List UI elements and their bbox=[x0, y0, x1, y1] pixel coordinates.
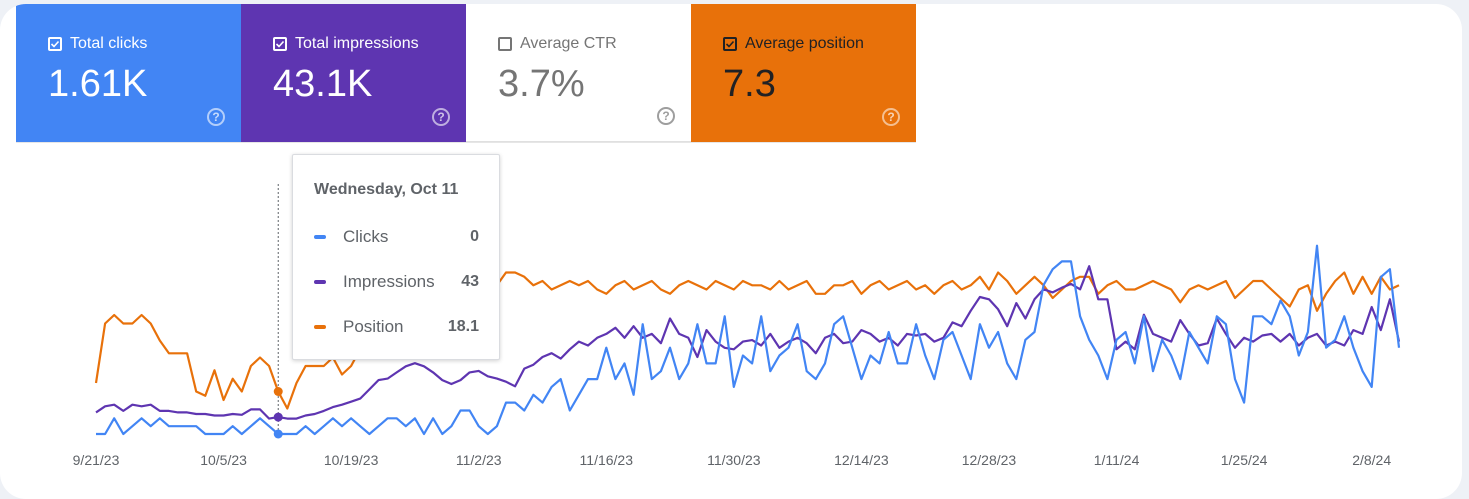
x-tick-label: 11/2/23 bbox=[456, 452, 502, 468]
metric-label: Average CTR bbox=[520, 35, 617, 52]
total-impressions-card[interactable]: Total impressions 43.1K ? bbox=[241, 4, 466, 142]
x-tick-label: 11/16/23 bbox=[580, 452, 634, 468]
x-tick-label: 1/25/24 bbox=[1221, 452, 1268, 468]
hover-point-clicks bbox=[273, 429, 283, 439]
hover-point-impressions bbox=[273, 412, 283, 422]
help-icon[interactable]: ? bbox=[657, 107, 675, 125]
x-tick-label: 2/8/24 bbox=[1352, 452, 1391, 468]
x-tick-label: 10/5/23 bbox=[200, 452, 247, 468]
tooltip-value: 18.1 bbox=[447, 318, 479, 335]
metric-value: 1.61K bbox=[48, 63, 148, 105]
series-line-position bbox=[94, 271, 1400, 410]
tooltip-date: Wednesday, Oct 11 bbox=[314, 181, 459, 198]
checkbox-checked-icon[interactable] bbox=[723, 37, 737, 51]
x-tick-label: 11/30/23 bbox=[707, 452, 761, 468]
hover-point-position bbox=[273, 387, 283, 396]
impressions-swatch bbox=[314, 280, 326, 284]
x-tick-label: 1/11/24 bbox=[1094, 452, 1140, 468]
x-tick-label: 9/21/23 bbox=[73, 452, 120, 468]
tooltip-label: Position bbox=[343, 317, 404, 336]
checkbox-checked-icon[interactable] bbox=[273, 37, 287, 51]
help-icon[interactable]: ? bbox=[432, 108, 450, 126]
x-tick-label: 10/19/23 bbox=[324, 452, 379, 468]
tooltip-row-impressions: Impressions 43 bbox=[314, 272, 479, 292]
metric-value: 7.3 bbox=[723, 63, 776, 105]
help-icon[interactable]: ? bbox=[207, 108, 225, 126]
x-tick-label: 12/14/23 bbox=[834, 452, 889, 468]
position-swatch bbox=[314, 325, 326, 329]
clicks-swatch bbox=[314, 235, 326, 239]
metric-label: Total clicks bbox=[70, 35, 148, 52]
total-clicks-card[interactable]: Total clicks 1.61K ? bbox=[16, 4, 241, 142]
metric-label: Total impressions bbox=[295, 35, 419, 52]
checkbox-checked-icon[interactable] bbox=[48, 37, 62, 51]
tooltip-value: 43 bbox=[461, 273, 479, 290]
tooltip-label: Clicks bbox=[343, 227, 389, 246]
metrics-divider bbox=[16, 142, 916, 143]
checkbox-unchecked-icon[interactable] bbox=[498, 37, 512, 51]
performance-card: Total clicks 1.61K ? Total impressions 4… bbox=[0, 4, 1462, 499]
metric-value: 43.1K bbox=[273, 63, 373, 105]
average-position-card[interactable]: Average position 7.3 ? bbox=[691, 4, 916, 142]
metric-value: 3.7% bbox=[498, 63, 585, 105]
help-icon[interactable]: ? bbox=[882, 108, 900, 126]
series-line-clicks bbox=[96, 244, 1401, 436]
average-ctr-card[interactable]: Average CTR 3.7% ? bbox=[466, 4, 691, 142]
tooltip-value: 0 bbox=[470, 228, 479, 245]
metric-label: Average position bbox=[745, 35, 864, 52]
series-line-impressions bbox=[95, 265, 1401, 420]
x-tick-label: 12/28/23 bbox=[962, 452, 1017, 468]
tooltip-label: Impressions bbox=[343, 272, 435, 291]
chart-tooltip: Wednesday, Oct 11 Clicks 0 Impressions 4… bbox=[292, 154, 500, 360]
tooltip-row-position: Position 18.1 bbox=[314, 317, 479, 337]
tooltip-row-clicks: Clicks 0 bbox=[314, 227, 479, 247]
